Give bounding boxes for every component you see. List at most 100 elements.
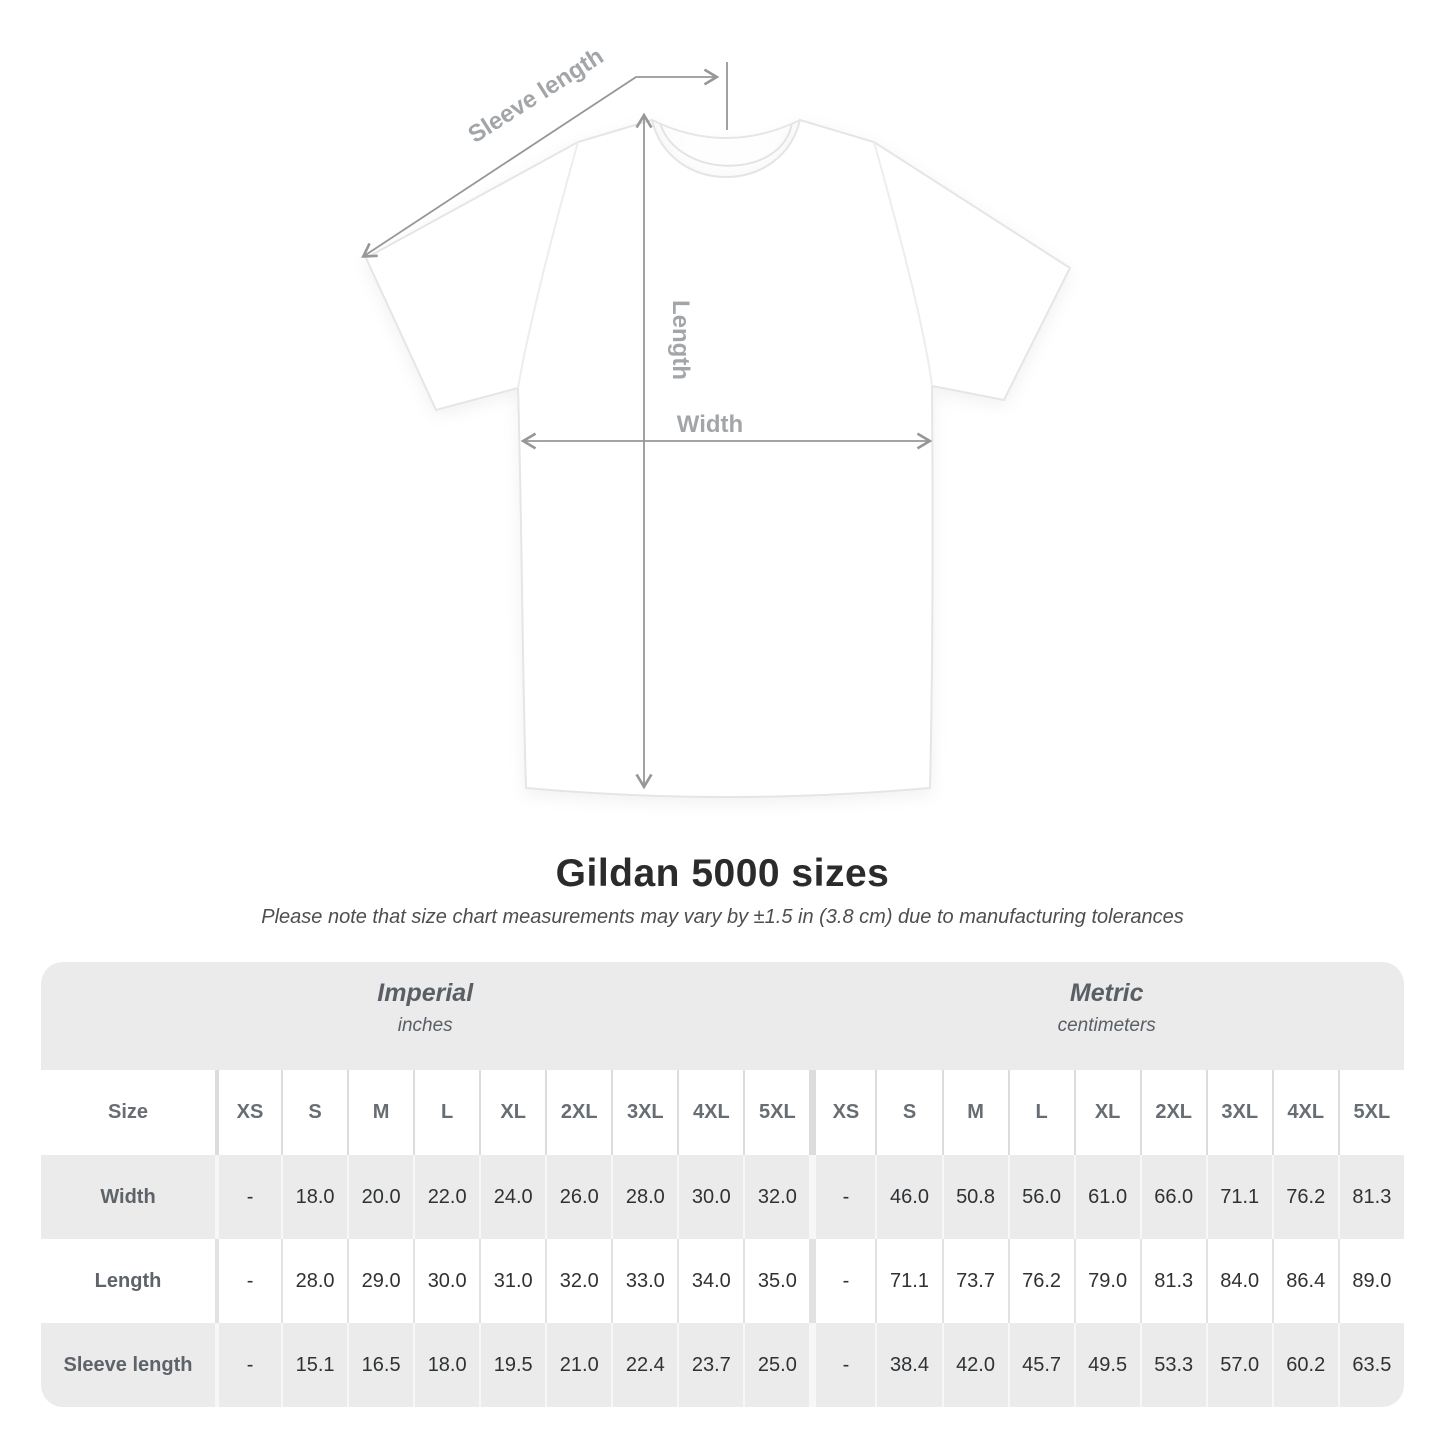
cell-imperial-3xl: 22.4 [611,1323,678,1407]
cell-imperial-5xl: 35.0 [743,1239,810,1323]
size-header-metric-xl: XL [1073,1070,1140,1155]
tshirt-graphic [364,118,1072,798]
cell-metric-xl: 61.0 [1073,1155,1140,1239]
cell-metric-xs: - [809,1155,876,1239]
imperial-label: Imperial [377,979,474,1007]
cell-metric-s: 46.0 [875,1155,942,1239]
size-header-imperial-2xl: 2XL [545,1070,612,1155]
width-label: Width [677,411,743,438]
size-header-metric-2xl: 2XL [1139,1070,1206,1155]
cell-metric-xl: 79.0 [1073,1239,1140,1323]
length-label: Length [667,300,694,380]
row-label: Width [41,1155,215,1239]
cell-metric-2xl: 81.3 [1139,1239,1206,1323]
cell-metric-4xl: 86.4 [1271,1239,1338,1323]
cell-metric-4xl: 76.2 [1271,1155,1338,1239]
sleeve-length-arrow [361,68,720,258]
sleeve-length-label: Sleeve length [463,43,608,149]
cell-imperial-4xl: 34.0 [677,1239,744,1323]
cell-metric-2xl: 66.0 [1139,1155,1206,1239]
cell-imperial-xs: - [215,1323,282,1407]
cell-imperial-2xl: 32.0 [545,1239,612,1323]
cell-metric-xs: - [809,1323,876,1407]
cell-imperial-l: 18.0 [413,1323,480,1407]
cell-imperial-s: 15.1 [281,1323,348,1407]
size-header-metric-l: L [1007,1070,1074,1155]
cell-imperial-xl: 24.0 [479,1155,546,1239]
size-header-imperial-l: L [413,1070,480,1155]
metric-label: Metric [1069,979,1144,1007]
cell-imperial-xs: - [215,1155,282,1239]
cell-metric-5xl: 89.0 [1337,1239,1404,1323]
imperial-unit: inches [397,1015,453,1036]
cell-metric-m: 50.8 [941,1155,1008,1239]
cell-metric-xl: 49.5 [1073,1323,1140,1407]
cell-imperial-3xl: 28.0 [611,1155,678,1239]
cell-imperial-xl: 19.5 [479,1323,546,1407]
cell-imperial-2xl: 26.0 [545,1155,612,1239]
cell-metric-m: 73.7 [941,1239,1008,1323]
table-row-sleeve-length: Sleeve length -15.1 16.5 18.0 19.5 21.0 22.4 23… [41,1323,1404,1407]
metric-unit: centimeters [1057,1015,1156,1036]
cell-imperial-m: 29.0 [347,1239,414,1323]
metric-group-header: Metric centimeters [809,962,1404,1070]
tshirt-measurement-diagram: Sleeve length Length Width [361,43,1072,798]
cell-imperial-s: 18.0 [281,1155,348,1239]
page-title: Gildan 5000 sizes [555,852,890,895]
size-header-imperial-xs: XS [215,1070,282,1155]
size-header-row: Size XS S M L XL 2XL 3XL 4XL 5XL XS S M L XL 2XL 3XL 4XL… [41,1070,1404,1155]
cell-imperial-xl: 31.0 [479,1239,546,1323]
tolerance-note: Please note that size chart measurements… [261,906,1184,928]
cell-imperial-l: 30.0 [413,1239,480,1323]
size-header-imperial-3xl: 3XL [611,1070,678,1155]
cell-metric-5xl: 63.5 [1337,1323,1404,1407]
right-sleeve-seam [873,141,933,387]
cell-metric-4xl: 60.2 [1271,1323,1338,1407]
size-header-imperial-5xl: 5XL [743,1070,810,1155]
size-header-metric-5xl: 5XL [1337,1070,1404,1155]
size-header-imperial-4xl: 4XL [677,1070,744,1155]
cell-imperial-4xl: 30.0 [677,1155,744,1239]
cell-imperial-l: 22.0 [413,1155,480,1239]
cell-metric-2xl: 53.3 [1139,1323,1206,1407]
cell-imperial-m: 20.0 [347,1155,414,1239]
tshirt-diagram-svg: Sleeve length Length Width [361,43,1072,798]
unit-group-row: Imperial inches Metric centimeters [41,962,1404,1070]
size-column-header: Size [41,1070,215,1155]
cell-metric-m: 42.0 [941,1323,1008,1407]
size-header-imperial-xl: XL [479,1070,546,1155]
row-label: Sleeve length [41,1323,215,1407]
cell-metric-5xl: 81.3 [1337,1155,1404,1239]
cell-imperial-5xl: 32.0 [743,1155,810,1239]
size-header-metric-m: M [941,1070,1008,1155]
collar-back-line [651,119,801,139]
cell-metric-l: 76.2 [1007,1239,1074,1323]
imperial-group-header: Imperial inches [41,962,810,1070]
table-row-width: Width -18.0 20.0 22.0 24.0 26.0 28.0 30.0 32.0-4… [41,1155,1404,1239]
size-header-imperial-s: S [281,1070,348,1155]
cell-metric-3xl: 71.1 [1205,1155,1272,1239]
cell-imperial-3xl: 33.0 [611,1239,678,1323]
row-label: Length [41,1239,215,1323]
cell-imperial-xs: - [215,1239,282,1323]
size-chart-table: Imperial inches Metric centimeters Size … [41,962,1404,1407]
cell-metric-l: 56.0 [1007,1155,1074,1239]
collar-inner-line [659,122,793,167]
cell-imperial-2xl: 21.0 [545,1323,612,1407]
table-row-length: Length -28.0 29.0 30.0 31.0 32.0 33.0 34.0 35.0-… [41,1239,1404,1323]
size-header-metric-xs: XS [809,1070,876,1155]
size-header-metric-4xl: 4XL [1271,1070,1338,1155]
cell-imperial-4xl: 23.7 [677,1323,744,1407]
size-header-imperial-m: M [347,1070,414,1155]
size-header-metric-3xl: 3XL [1205,1070,1272,1155]
cell-metric-3xl: 57.0 [1205,1323,1272,1407]
cell-metric-s: 38.4 [875,1323,942,1407]
size-header-metric-s: S [875,1070,942,1155]
cell-imperial-s: 28.0 [281,1239,348,1323]
cell-metric-s: 71.1 [875,1239,942,1323]
cell-metric-xs: - [809,1239,876,1323]
cell-imperial-5xl: 25.0 [743,1323,810,1407]
cell-metric-l: 45.7 [1007,1323,1074,1407]
cell-imperial-m: 16.5 [347,1323,414,1407]
cell-metric-3xl: 84.0 [1205,1239,1272,1323]
